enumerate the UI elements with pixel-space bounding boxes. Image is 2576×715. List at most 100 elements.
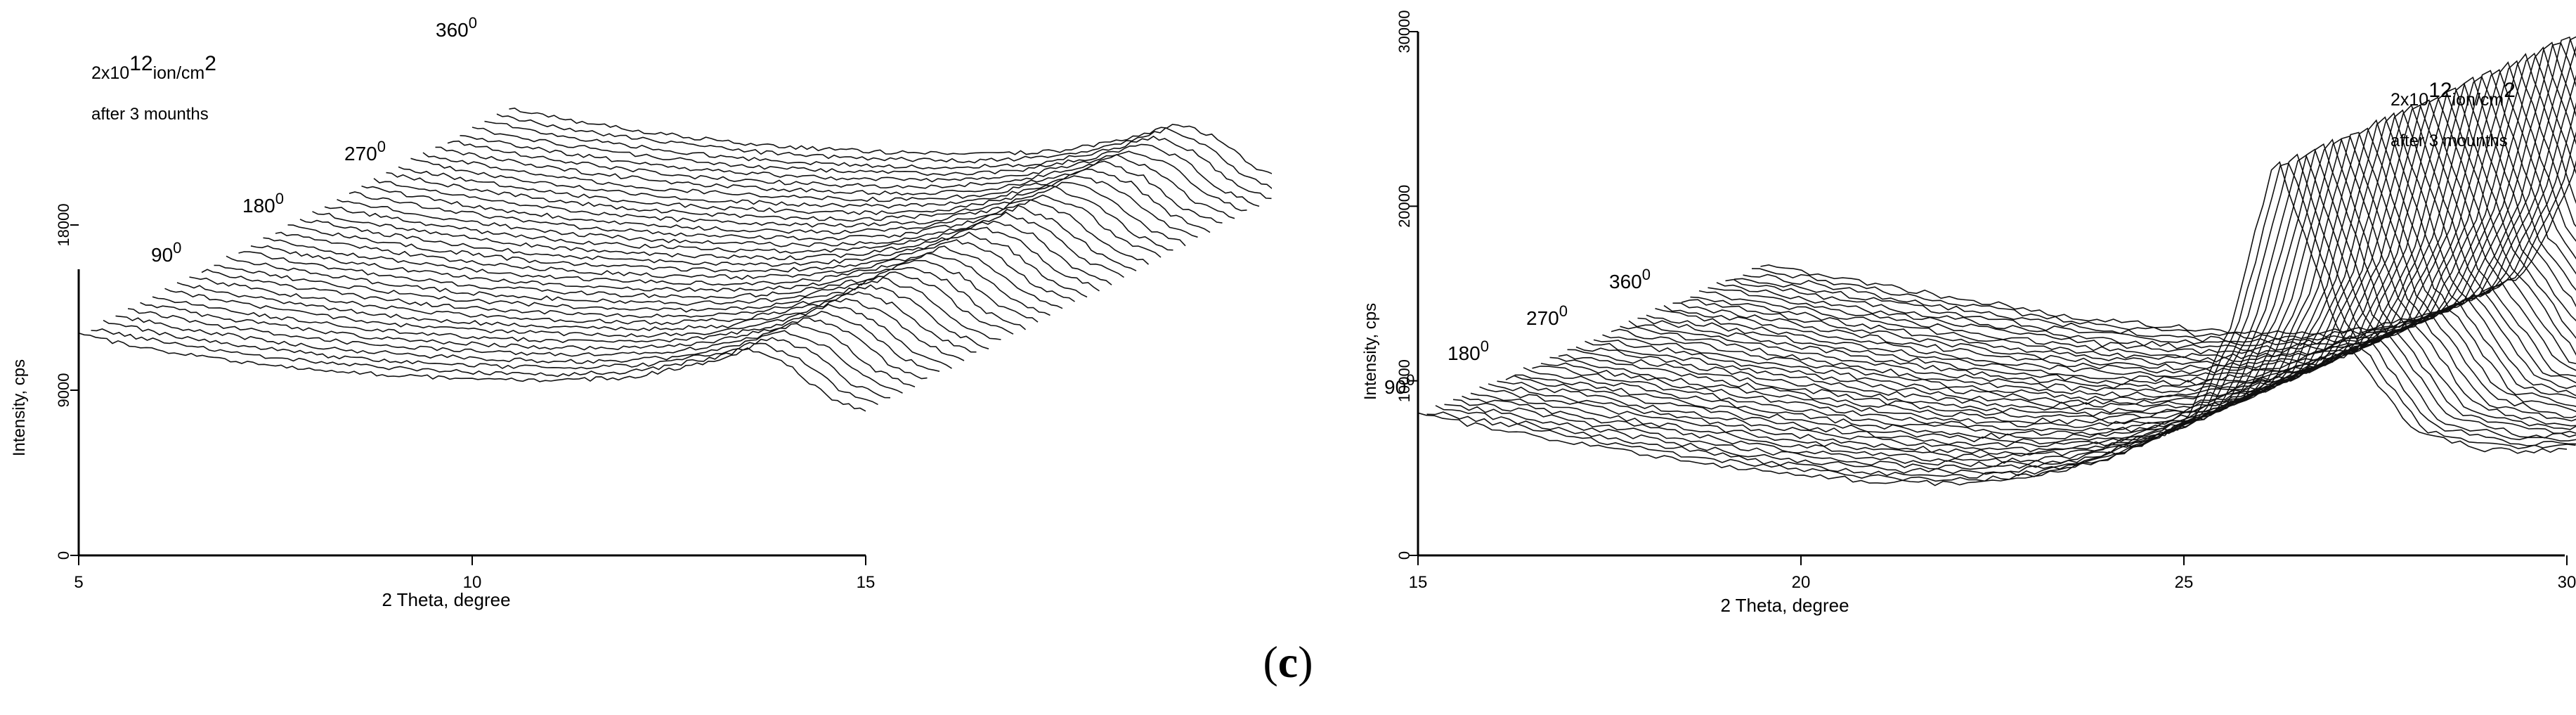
left-series-trace bbox=[447, 140, 1235, 219]
right-series-trace bbox=[1672, 52, 2576, 375]
right-x-tick-label: 20 bbox=[1792, 573, 1811, 592]
right-series-trace bbox=[1655, 60, 2576, 383]
right-series-trace bbox=[1707, 36, 2576, 359]
left-series-trace bbox=[484, 120, 1272, 200]
right-angle-label: 1800 bbox=[1448, 337, 1489, 364]
right-series-trace bbox=[1637, 69, 2576, 390]
right-dose-annotation: 2x1012ion/cm2 bbox=[2390, 79, 2516, 110]
left-series-trace bbox=[189, 276, 977, 353]
left-y-tick-label: 18000 bbox=[55, 203, 72, 246]
right-y-tick-label: 30000 bbox=[1396, 10, 1413, 53]
right-series-trace bbox=[1462, 143, 2576, 468]
left-y-ticks: 0 9000 18000 bbox=[55, 203, 79, 560]
right-x-tick-label: 30 bbox=[2558, 573, 2576, 592]
right-series-trace bbox=[1575, 96, 2576, 417]
left-series-trace bbox=[410, 157, 1198, 238]
right-y-ticks: 0 10000 20000 30000 bbox=[1396, 10, 1418, 560]
right-series-trace bbox=[1611, 76, 2576, 401]
right-series-trace bbox=[1593, 87, 2576, 408]
left-series-trace bbox=[337, 199, 1124, 278]
caption-open: ( bbox=[1263, 637, 1278, 687]
left-dose-unit-exp: 2 bbox=[204, 52, 216, 75]
right-series-trace bbox=[1523, 116, 2576, 439]
left-note: after 3 mounths bbox=[91, 105, 209, 124]
left-series-trace bbox=[496, 113, 1272, 190]
right-dose-prefix: 2x10 bbox=[2390, 90, 2428, 110]
right-series-trace bbox=[1470, 139, 2576, 464]
left-series-trace bbox=[140, 302, 928, 380]
right-series-traces bbox=[1417, 36, 2576, 487]
left-series-trace bbox=[250, 245, 1039, 323]
right-series-trace bbox=[1743, 102, 2576, 343]
left-angle-label: 900 bbox=[151, 239, 181, 266]
right-series-trace bbox=[1558, 104, 2576, 425]
left-series-trace bbox=[422, 152, 1211, 233]
left-series-trace bbox=[91, 328, 878, 406]
right-series-trace bbox=[1488, 135, 2576, 456]
right-dose-unit-exp: 2 bbox=[2504, 79, 2516, 102]
right-series-trace bbox=[1716, 36, 2576, 355]
right-series-trace bbox=[1690, 41, 2576, 367]
right-series-trace bbox=[1435, 153, 2576, 479]
right-y-axis-title: Intensity, cps bbox=[1363, 303, 1380, 400]
right-series-trace bbox=[1540, 109, 2576, 432]
right-series-trace bbox=[1514, 119, 2576, 445]
right-dose-exp: 12 bbox=[2428, 79, 2452, 102]
left-series-trace bbox=[78, 332, 866, 412]
left-series-trace bbox=[324, 206, 1112, 285]
right-x-axis-title: 2 Theta, degree bbox=[1720, 595, 1849, 616]
left-series-trace bbox=[127, 308, 916, 388]
right-series-trace bbox=[1426, 162, 2576, 482]
right-series-trace bbox=[1620, 75, 2576, 398]
right-series-trace bbox=[1532, 112, 2576, 436]
right-y-tick-label: 0 bbox=[1396, 551, 1413, 560]
left-series-trace bbox=[471, 127, 1260, 207]
left-series-trace bbox=[176, 282, 965, 361]
left-series-trace bbox=[103, 319, 891, 399]
left-series-trace bbox=[226, 255, 1014, 335]
right-series-trace bbox=[1681, 46, 2576, 371]
right-y-tick-label: 10000 bbox=[1396, 359, 1413, 402]
left-chart-svg: 900 1800 2700 3600 5 10 15 0 9000 18000 2 Theta… bbox=[10, 14, 1272, 610]
left-series-trace bbox=[164, 288, 952, 369]
left-series-trace bbox=[386, 172, 1173, 251]
caption-letter: c bbox=[1277, 637, 1299, 687]
right-series-trace bbox=[1663, 53, 2576, 378]
right-series-trace bbox=[1452, 148, 2576, 470]
left-x-axis-title: 2 Theta, degree bbox=[382, 589, 510, 610]
left-y-tick-label: 0 bbox=[55, 551, 72, 560]
left-series-trace bbox=[287, 224, 1075, 302]
right-series-trace bbox=[1549, 104, 2576, 428]
right-series-trace bbox=[1444, 154, 2576, 475]
right-series-trace bbox=[1417, 161, 2568, 487]
right-angle-label: 3600 bbox=[1609, 266, 1651, 292]
left-series-traces bbox=[78, 107, 1272, 412]
left-dose-prefix: 2x10 bbox=[91, 63, 129, 83]
right-x-ticks: 15 20 25 30 bbox=[1409, 555, 2576, 592]
left-angle-label: 1800 bbox=[242, 190, 284, 217]
caption-close: ) bbox=[1298, 637, 1313, 687]
left-dose-exp: 12 bbox=[129, 52, 152, 75]
right-series-trace bbox=[1760, 160, 2576, 335]
right-series-trace bbox=[1505, 127, 2576, 448]
left-series-trace bbox=[263, 237, 1050, 316]
right-dose-unit: ion/cm bbox=[2452, 90, 2504, 110]
right-angle-label: 2700 bbox=[1526, 302, 1568, 329]
right-waterfall-chart: 900 1800 2700 3600 15 20 25 30 0 10000 20000 3000… bbox=[1363, 0, 2576, 633]
left-series-trace bbox=[312, 211, 1100, 292]
left-x-ticks: 5 10 15 bbox=[74, 555, 875, 592]
left-series-trace bbox=[509, 107, 1272, 174]
right-x-tick-label: 25 bbox=[2175, 573, 2194, 592]
left-series-trace bbox=[349, 191, 1137, 271]
left-y-tick-label: 9000 bbox=[55, 373, 72, 408]
left-angle-label: 2700 bbox=[344, 138, 386, 165]
right-angle-label: 900 bbox=[1384, 371, 1414, 398]
left-series-trace bbox=[435, 146, 1223, 224]
right-series-trace bbox=[1628, 70, 2576, 394]
left-x-tick-label: 15 bbox=[857, 573, 876, 592]
figure-caption: (c) bbox=[0, 636, 2576, 688]
left-series-trace bbox=[152, 296, 940, 372]
left-series-trace bbox=[115, 315, 903, 394]
left-series-trace bbox=[238, 251, 1027, 330]
right-note: after 3 mounths bbox=[2390, 131, 2508, 150]
